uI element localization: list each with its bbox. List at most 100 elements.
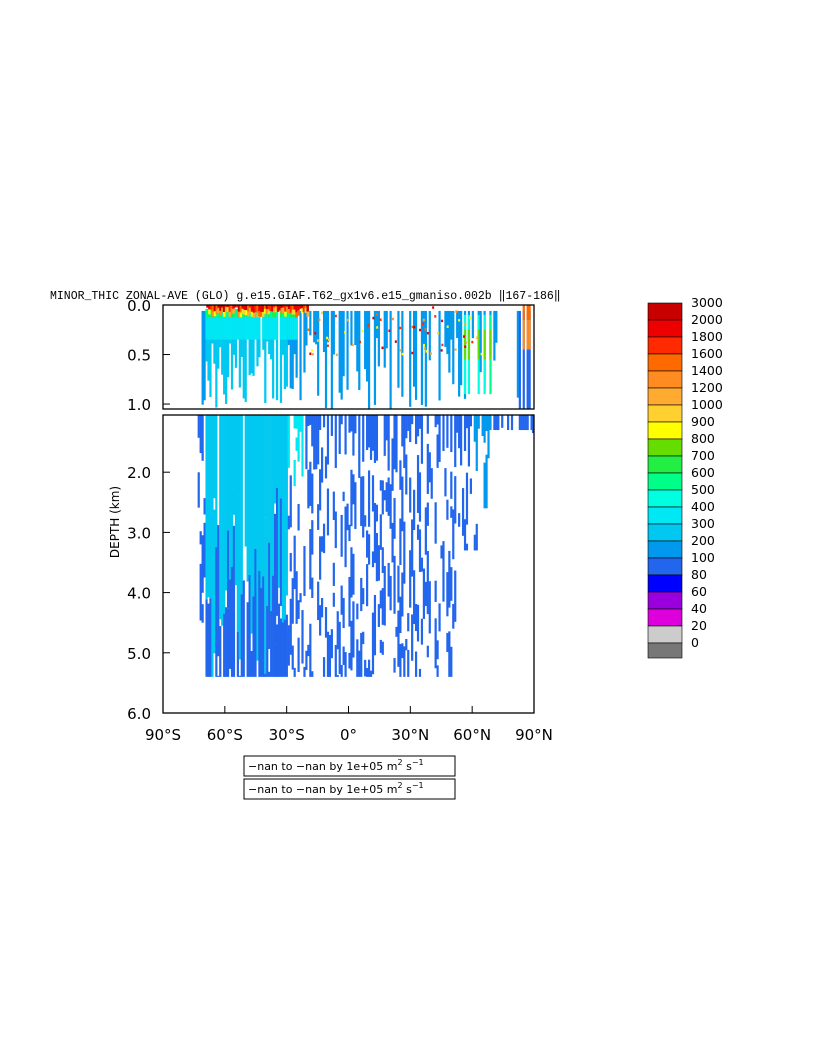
field-cell (285, 308, 288, 317)
field-cell (265, 305, 269, 310)
colorbar-label: 200 (691, 533, 715, 548)
info-box-2: −nan to −nan by 1e+05 m2 s−1 (243, 778, 456, 800)
field-cell (211, 316, 214, 340)
field-cell (232, 525, 236, 610)
field-cell (279, 316, 283, 340)
field-cell (310, 349, 313, 352)
field-cell (434, 618, 437, 669)
field-cell (224, 305, 228, 308)
field-cell (226, 310, 230, 378)
field-cell (356, 639, 359, 677)
field-cell (252, 310, 255, 376)
field-cell (418, 668, 422, 677)
field-cell (416, 455, 420, 513)
field-cell (219, 516, 222, 620)
field-cell (409, 415, 412, 443)
field-cell (207, 316, 210, 340)
field-cell (375, 504, 379, 522)
field-cell (242, 316, 245, 340)
field-cell (426, 415, 429, 434)
field-cell (208, 309, 211, 315)
field-cell (393, 658, 396, 673)
field-cell (332, 592, 335, 607)
field-cell (250, 305, 254, 312)
field-cell (254, 316, 257, 340)
field-cell (394, 340, 397, 343)
field-cell (225, 310, 228, 404)
field-cell (236, 631, 239, 677)
field-cell (416, 604, 420, 642)
field-cell (236, 316, 239, 340)
field-cell (217, 525, 220, 657)
field-cell (311, 353, 314, 356)
field-cell (450, 471, 453, 499)
field-cell (465, 472, 469, 525)
field-cell (219, 316, 222, 340)
field-cell (522, 415, 525, 431)
field-cell (203, 522, 206, 578)
field-cell (366, 564, 369, 607)
field-cell (222, 305, 226, 312)
field-cell (381, 346, 384, 350)
field-cell (267, 309, 270, 315)
field-cell (219, 415, 222, 517)
field-cell (463, 329, 467, 360)
field-cell (458, 310, 461, 397)
field-cell (279, 498, 283, 606)
field-cell (225, 415, 228, 591)
field-cell (369, 670, 373, 677)
field-cell (407, 613, 410, 632)
field-cell (260, 305, 263, 312)
field-cell (522, 319, 525, 350)
field-cell (426, 331, 429, 335)
field-cell (522, 305, 525, 320)
field-cell (264, 310, 267, 404)
field-cell (318, 318, 321, 322)
field-cell (416, 524, 420, 540)
field-cell (260, 588, 263, 677)
field-cell (420, 557, 424, 572)
field-cell (434, 502, 437, 544)
upper-panel-frame (162, 304, 535, 410)
colorbar-label: 700 (691, 448, 715, 463)
field-cell (293, 535, 296, 590)
field-cell (356, 310, 359, 372)
field-cell (425, 350, 428, 353)
info-box-2-text: −nan to −nan by 1e+05 m2 s−1 (248, 781, 424, 796)
field-cell (450, 310, 453, 340)
field-cell (383, 415, 386, 456)
field-cell (234, 308, 238, 317)
field-cell (228, 311, 232, 317)
x-tick-label: 30°N (391, 726, 429, 744)
field-cell (332, 491, 335, 521)
x-tick-label: 90°N (515, 726, 553, 744)
field-cell (276, 305, 280, 312)
colorbar-swatch (647, 438, 683, 457)
field-cell (419, 328, 422, 332)
field-cell (473, 534, 476, 551)
field-cell (422, 310, 426, 345)
field-cell (389, 484, 392, 529)
field-cell (460, 310, 463, 386)
field-cell (518, 310, 521, 409)
field-cell (460, 415, 463, 466)
x-tick-label: 60°N (453, 726, 491, 744)
field-cell (434, 580, 437, 602)
field-cell (485, 454, 488, 509)
upper-y-axis: 0.0 0.5 1.0 (127, 297, 170, 414)
field-cell (244, 310, 247, 402)
field-cell (238, 675, 241, 677)
field-cell (215, 316, 218, 340)
field-cell (524, 415, 527, 431)
field-cell (205, 316, 208, 340)
field-cell (289, 310, 292, 389)
field-cell (230, 415, 234, 568)
field-cell (213, 415, 216, 499)
field-cell (371, 551, 375, 568)
colorbar-swatch (647, 489, 683, 508)
field-cell (287, 415, 290, 468)
field-cell (295, 571, 298, 624)
field-cell (273, 307, 276, 313)
field-cell (230, 310, 234, 390)
field-cell (326, 415, 330, 465)
